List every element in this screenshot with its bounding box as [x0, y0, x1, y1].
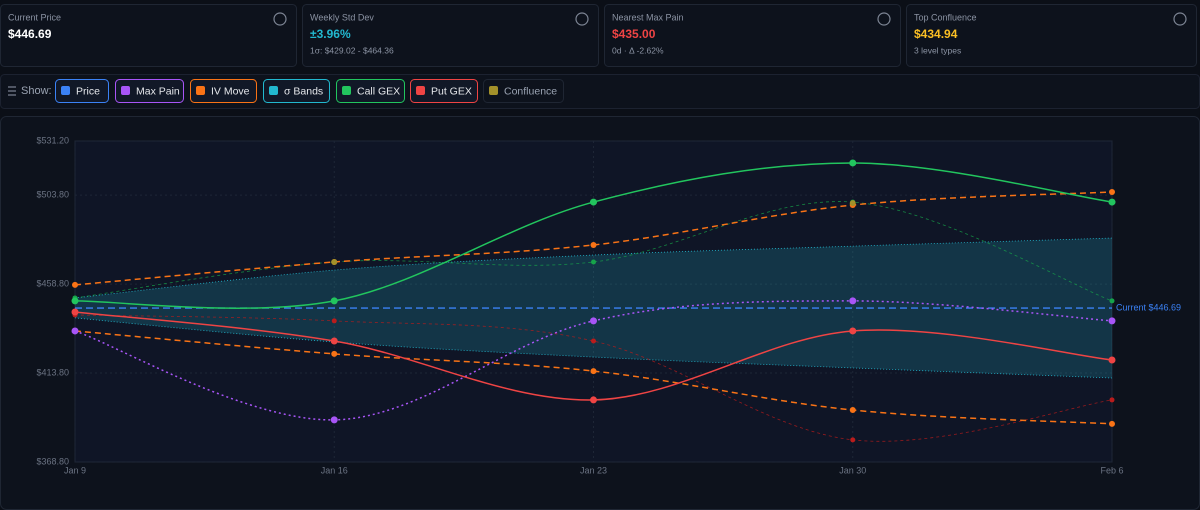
- toggle-label: Max Pain: [136, 85, 180, 97]
- y-tick-label: $458.80: [36, 278, 69, 288]
- toggle-button[interactable]: Confluence: [483, 79, 564, 103]
- card-value: $446.69: [8, 27, 52, 41]
- call-gex-line-point: [849, 159, 857, 167]
- iv-move-upper-line-point: [1109, 188, 1115, 195]
- card-subtext: 3 level types: [914, 45, 961, 55]
- call-gex-line-point: [1108, 198, 1116, 206]
- toggle-button-frame[interactable]: [336, 79, 405, 103]
- toggle-button-frame[interactable]: [190, 79, 257, 103]
- secondary-line-point: [1109, 397, 1115, 403]
- iv-move-upper-line-point: [590, 241, 597, 248]
- toggle-button-frame[interactable]: [263, 79, 330, 103]
- toggle-button-frame[interactable]: [410, 79, 478, 103]
- x-tick-label: Jan 23: [580, 465, 607, 475]
- toggle-label: Call GEX: [357, 85, 400, 97]
- card-icon[interactable]: [1173, 12, 1187, 26]
- max-pain-line-point: [1108, 317, 1116, 325]
- card-label: Current Price: [8, 12, 61, 22]
- iv-move-lower-line-point: [331, 350, 338, 357]
- filter-icon: [8, 86, 16, 96]
- y-tick-label: $368.80: [36, 456, 69, 466]
- card-label: Weekly Std Dev: [310, 12, 374, 22]
- secondary-line-point: [591, 338, 596, 344]
- secondary-line: [74, 314, 1113, 442]
- iv-move-lower-line-point: [1109, 420, 1115, 427]
- toggle-button[interactable]: Put GEX: [410, 79, 478, 103]
- secondary-line-point: [850, 437, 856, 443]
- toggle-swatch: [269, 86, 278, 95]
- x-tick-label: Jan 30: [839, 465, 866, 475]
- x-tick-label: Jan 16: [321, 465, 348, 475]
- toggle-label: Put GEX: [431, 85, 472, 97]
- toggle-button-frame[interactable]: [483, 79, 564, 103]
- toggle-button[interactable]: IV Move: [190, 79, 257, 103]
- card-icon[interactable]: [877, 12, 891, 26]
- card-label: Nearest Max Pain: [612, 12, 684, 22]
- put-gex-line-point: [849, 327, 857, 335]
- confluence-point: [849, 200, 856, 207]
- card-value: $435.00: [612, 27, 656, 41]
- toggle-button-frame[interactable]: [55, 79, 109, 103]
- put-gex-line-point: [590, 396, 597, 404]
- toggle-label: σ Bands: [284, 85, 323, 97]
- toggle-label: IV Move: [211, 85, 250, 97]
- x-tick-label: Jan 9: [64, 465, 86, 475]
- secondary-line-point: [1109, 298, 1115, 304]
- secondary-line: [74, 201, 1113, 302]
- max-pain-line-point: [590, 317, 597, 325]
- toggle-swatch: [342, 86, 351, 95]
- toggle-label: Price: [76, 85, 100, 97]
- iv-move-lower-line-point: [590, 368, 597, 375]
- confluence-point: [331, 258, 338, 265]
- secondary-line-point: [331, 318, 337, 324]
- card: [906, 4, 1197, 67]
- secondary-line-point: [591, 259, 596, 265]
- toggle-swatch: [489, 86, 498, 95]
- toggle-swatch: [61, 86, 70, 95]
- iv-move-upper-line-point: [72, 281, 78, 288]
- max-pain-line-point: [330, 416, 338, 424]
- card: [302, 4, 599, 67]
- card: [0, 4, 297, 67]
- call-gex-line-point: [330, 297, 338, 305]
- toggle-swatch: [416, 86, 425, 95]
- card-subtext: 1σ: $429.02 - $464.36: [310, 45, 394, 55]
- put-gex-line-point: [1108, 356, 1116, 364]
- x-tick-label: Feb 6: [1100, 465, 1123, 475]
- toggle-button[interactable]: Call GEX: [336, 79, 405, 103]
- call-gex-line-point: [71, 297, 79, 305]
- y-tick-label: $413.80: [36, 367, 69, 377]
- card-icon[interactable]: [273, 12, 287, 26]
- toggle-label: Confluence: [504, 85, 557, 97]
- y-tick-label: $503.80: [36, 190, 69, 200]
- sigma-band-edge: [74, 237, 1113, 299]
- y-tick-label: $531.20: [36, 135, 69, 145]
- put-gex-line-point: [330, 337, 338, 345]
- max-pain-line-point: [71, 327, 79, 335]
- iv-move-lower-line-point: [849, 407, 856, 414]
- card-value: $434.94: [914, 27, 958, 41]
- toolbar-label: Show:: [21, 85, 52, 97]
- card-icon[interactable]: [575, 12, 589, 26]
- toggle-button[interactable]: Max Pain: [115, 79, 184, 103]
- call-gex-line-point: [590, 198, 597, 206]
- card-subtext: 0d · Δ -2.62%: [612, 45, 664, 55]
- toggle-button[interactable]: σ Bands: [263, 79, 330, 103]
- toggle-swatch: [121, 86, 130, 95]
- card: [604, 4, 901, 67]
- toggle-button[interactable]: Price: [55, 79, 109, 103]
- current-price-label: Current $446.69: [1116, 302, 1181, 312]
- max-pain-line-point: [849, 297, 857, 305]
- card-value: ±3.96%: [310, 27, 351, 41]
- toggle-button-frame[interactable]: [115, 79, 184, 103]
- put-gex-line-point: [71, 308, 79, 316]
- card-label: Top Confluence: [914, 12, 977, 22]
- toggle-swatch: [196, 86, 205, 95]
